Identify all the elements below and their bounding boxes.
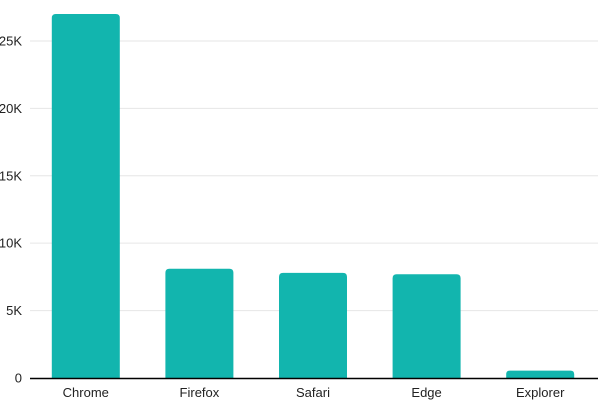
y-tick-label: 20K xyxy=(0,101,22,116)
bars xyxy=(51,14,575,378)
x-tick-label-firefox: Firefox xyxy=(180,385,220,400)
bar-edge xyxy=(392,274,461,378)
y-tick-label: 25K xyxy=(0,33,22,48)
bar-explorer xyxy=(506,370,575,378)
grid-lines xyxy=(30,40,598,312)
x-tick-label-safari: Safari xyxy=(296,385,330,400)
y-tick-label: 5K xyxy=(6,303,22,318)
x-axis-ticks: Chrome Firefox Safari Edge Explorer xyxy=(63,385,565,400)
x-tick-label-chrome: Chrome xyxy=(63,385,109,400)
y-tick-label: 10K xyxy=(0,236,22,251)
x-tick-label-explorer: Explorer xyxy=(516,385,565,400)
y-axis-ticks: 0 5K 10K 15K 20K 25K xyxy=(0,33,22,385)
y-tick-label: 15K xyxy=(0,168,22,183)
bar-safari xyxy=(279,272,347,378)
bar-firefox xyxy=(165,268,234,378)
y-tick-label: 0 xyxy=(15,371,22,386)
x-tick-label-edge: Edge xyxy=(411,385,441,400)
bar-chrome xyxy=(51,14,120,378)
